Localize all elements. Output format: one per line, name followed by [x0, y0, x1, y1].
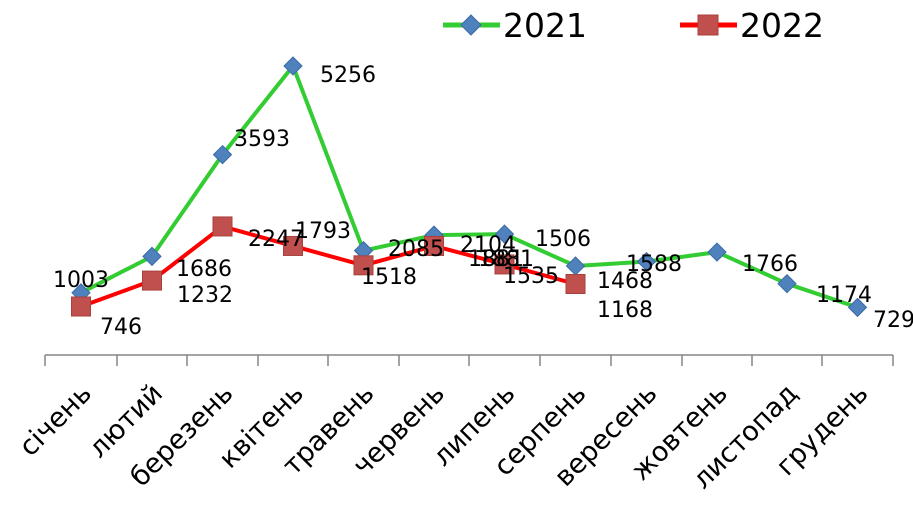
data-point-2021 [494, 224, 515, 244]
legend: 2021 2022 [443, 6, 824, 45]
data-label-2022: 1881 [468, 247, 524, 272]
legend-label-2021: 2021 [503, 6, 587, 45]
data-label-2021: 729 [873, 308, 913, 333]
x-axis: січеньлютийберезеньквітеньтравеньчервень… [13, 354, 894, 495]
data-point-2021 [777, 273, 797, 294]
data-point-2022 [424, 235, 444, 256]
data-point-2021 [283, 56, 303, 76]
data-point-2021 [847, 297, 868, 318]
series-line-2022 [80, 224, 577, 309]
data-label-2021: 1766 [742, 252, 798, 277]
data-label-2022: 1468 [597, 269, 653, 294]
data-label-2021: 2085 [388, 237, 444, 262]
data-label-2021: 1686 [176, 257, 232, 282]
data-label-2021: 3593 [234, 127, 290, 152]
data-label-2022: 1881 [478, 247, 534, 272]
data-label-2022: 2247 [248, 227, 304, 252]
plot-area [71, 56, 868, 318]
data-label-2021: 2104 [460, 233, 516, 258]
data-point-2021 [707, 242, 727, 262]
data-label-2021: 1003 [53, 268, 109, 293]
data-point-2021 [565, 256, 586, 276]
data-point-2022 [353, 255, 374, 276]
data-point-2022 [212, 216, 233, 237]
data-label-2022: 1518 [361, 265, 417, 290]
data-point-2022 [71, 296, 91, 317]
legend-label-2022: 2022 [740, 6, 824, 45]
data-label-2021: 5256 [320, 63, 376, 88]
data-labels: 1003 1686 3593 5256 1793 2085 2104 1506 1588 1766… [53, 63, 913, 340]
data-label-2021: 1793 [295, 219, 351, 244]
legend-marker-2021 [460, 14, 482, 36]
data-point-2022 [565, 273, 586, 294]
series-line-2021 [80, 63, 859, 310]
data-label-2022: 1232 [177, 283, 233, 308]
legend-marker-2022 [697, 14, 719, 36]
data-point-2021 [142, 246, 162, 267]
data-label-2021: 1506 [535, 227, 591, 252]
data-label-2022: 1168 [597, 298, 653, 323]
data-label-2021: 1588 [626, 252, 682, 277]
data-label-2022: 746 [100, 315, 142, 340]
data-label-2021: 1174 [816, 283, 872, 308]
data-label-2022: 1535 [503, 264, 559, 289]
data-point-2022 [494, 254, 515, 275]
data-point-2022 [142, 270, 162, 291]
data-point-2021 [636, 251, 657, 272]
data-point-2022 [283, 235, 303, 256]
x-tick-label: січень [13, 378, 97, 462]
data-point-2021 [212, 144, 233, 165]
